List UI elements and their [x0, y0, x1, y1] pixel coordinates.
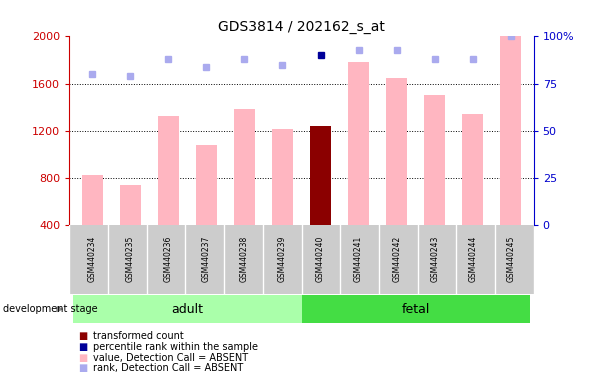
Text: GSM440240: GSM440240: [316, 236, 325, 282]
Text: GSM440239: GSM440239: [278, 236, 287, 282]
Text: transformed count: transformed count: [93, 331, 184, 341]
Bar: [234, 109, 255, 225]
Text: ■: ■: [78, 331, 87, 341]
Text: GSM440235: GSM440235: [126, 236, 134, 282]
Bar: [120, 185, 140, 225]
Bar: [348, 62, 369, 225]
Text: GSM440243: GSM440243: [430, 236, 439, 282]
Text: rank, Detection Call = ABSENT: rank, Detection Call = ABSENT: [93, 363, 244, 373]
Text: ■: ■: [78, 363, 87, 373]
Bar: [500, 36, 521, 225]
Text: ■: ■: [78, 353, 87, 362]
Text: GSM440244: GSM440244: [469, 236, 477, 282]
Text: GSM440237: GSM440237: [202, 236, 211, 282]
Text: development stage: development stage: [3, 304, 98, 314]
Text: percentile rank within the sample: percentile rank within the sample: [93, 342, 259, 352]
Text: adult: adult: [171, 303, 203, 316]
Bar: [310, 126, 331, 225]
Text: fetal: fetal: [402, 303, 430, 316]
Text: ■: ■: [78, 342, 87, 352]
Text: GSM440245: GSM440245: [507, 236, 516, 282]
Bar: [196, 145, 217, 225]
Bar: [158, 116, 178, 225]
Text: GSM440236: GSM440236: [164, 236, 173, 282]
Bar: [302, 295, 530, 323]
Text: GSM440238: GSM440238: [240, 236, 249, 282]
Bar: [82, 175, 103, 225]
Bar: [425, 95, 445, 225]
Text: GSM440234: GSM440234: [87, 236, 96, 282]
Bar: [73, 295, 302, 323]
Bar: [463, 114, 483, 225]
Text: GSM440241: GSM440241: [354, 236, 363, 282]
Title: GDS3814 / 202162_s_at: GDS3814 / 202162_s_at: [218, 20, 385, 34]
Bar: [272, 129, 293, 225]
Text: GSM440242: GSM440242: [392, 236, 401, 282]
Bar: [386, 78, 407, 225]
Text: value, Detection Call = ABSENT: value, Detection Call = ABSENT: [93, 353, 248, 362]
